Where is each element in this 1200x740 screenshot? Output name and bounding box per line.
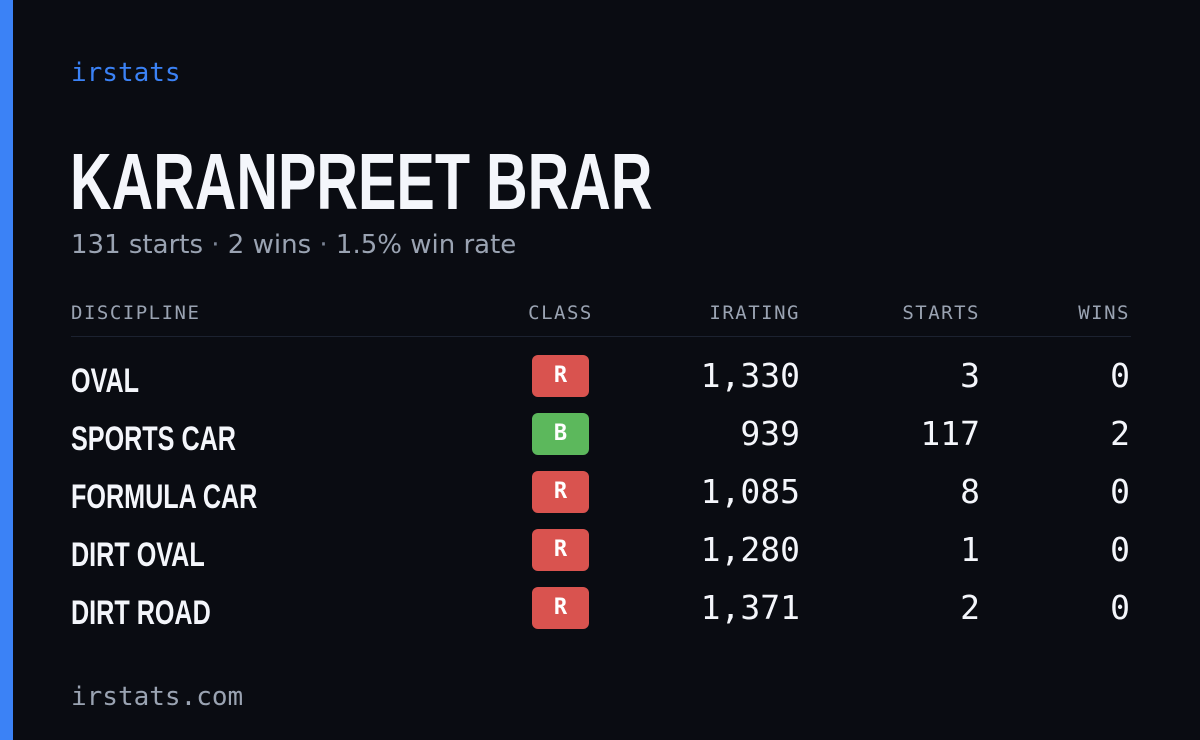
footer-url[interactable]: irstats.com <box>71 682 244 712</box>
wins-value: 2 <box>1110 414 1130 453</box>
discipline-name: OVAL <box>71 362 140 400</box>
table-row: FORMULA CAR R 1,085 8 0 <box>71 469 1131 527</box>
license-class-badge: R <box>532 587 589 629</box>
irating-value: 1,330 <box>700 356 800 395</box>
wins-value: 0 <box>1110 588 1130 627</box>
win-rate-summary: 1.5% win rate <box>335 230 517 260</box>
summary-separator: · <box>211 230 220 260</box>
license-class-badge: R <box>532 471 589 513</box>
irating-value: 939 <box>740 414 800 453</box>
wins-value: 0 <box>1110 530 1130 569</box>
license-class-badge: R <box>532 355 589 397</box>
table-row: DIRT ROAD R 1,371 2 0 <box>71 585 1131 643</box>
license-class-badge: R <box>532 529 589 571</box>
discipline-name: DIRT ROAD <box>71 594 211 632</box>
discipline-name: SPORTS CAR <box>71 420 236 458</box>
header-class: CLASS <box>528 302 593 324</box>
license-class-badge: B <box>532 413 589 455</box>
irating-value: 1,085 <box>700 472 800 511</box>
header-discipline: DISCIPLINE <box>71 302 201 324</box>
player-name: KARANPREET BRAR <box>70 137 653 226</box>
header-starts: STARTS <box>902 302 980 324</box>
irating-value: 1,280 <box>700 530 800 569</box>
brand-logo[interactable]: irstats <box>71 58 181 88</box>
accent-bar <box>0 0 13 740</box>
starts-value: 3 <box>960 356 980 395</box>
header-irating: IRATING <box>709 302 800 324</box>
table-row: SPORTS CAR B 939 117 2 <box>71 411 1131 469</box>
starts-value: 117 <box>920 414 980 453</box>
wins-value: 0 <box>1110 472 1130 511</box>
irating-value: 1,371 <box>700 588 800 627</box>
table-row: DIRT OVAL R 1,280 1 0 <box>71 527 1131 585</box>
table-header: DISCIPLINE CLASS IRATING STARTS WINS <box>71 296 1131 337</box>
player-summary: 131 starts · 2 wins · 1.5% win rate <box>71 228 516 262</box>
starts-value: 2 <box>960 588 980 627</box>
table-row: OVAL R 1,330 3 0 <box>71 353 1131 411</box>
discipline-name: FORMULA CAR <box>71 478 258 516</box>
wins-value: 0 <box>1110 356 1130 395</box>
discipline-table: DISCIPLINE CLASS IRATING STARTS WINS OVA… <box>71 296 1131 643</box>
starts-value: 1 <box>960 530 980 569</box>
summary-separator: · <box>319 230 328 260</box>
starts-summary: 131 starts <box>71 230 203 260</box>
header-wins: WINS <box>1078 302 1130 324</box>
table-body: OVAL R 1,330 3 0 SPORTS CAR B 939 117 2 … <box>71 353 1131 643</box>
discipline-name: DIRT OVAL <box>71 536 205 574</box>
starts-value: 8 <box>960 472 980 511</box>
wins-summary: 2 wins <box>227 230 312 260</box>
